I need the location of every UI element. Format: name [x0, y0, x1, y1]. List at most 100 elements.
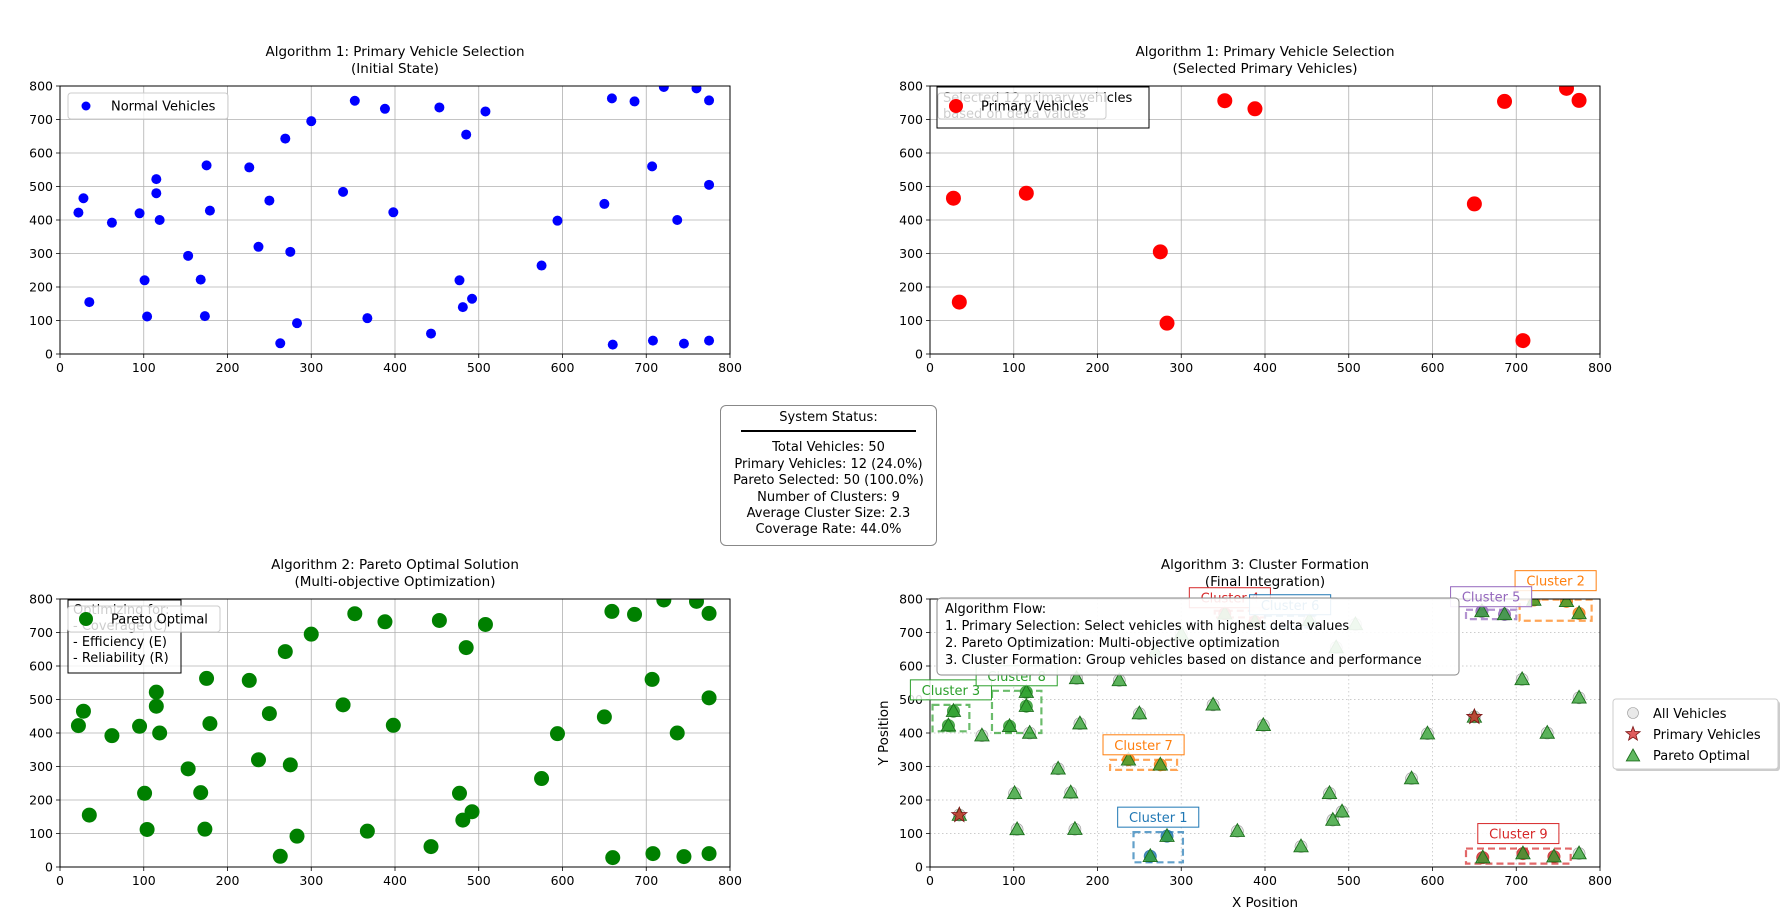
panel3-chart: Algorithm 2: Pareto Optimal Solution(Mul… — [29, 557, 742, 888]
x-tick-label: 200 — [216, 873, 240, 888]
y-axis-label: Y Position — [876, 700, 892, 766]
data-point — [275, 338, 286, 349]
data-point — [1255, 716, 1272, 731]
data-point — [606, 93, 617, 104]
data-point — [1217, 93, 1233, 109]
data-point — [1571, 845, 1587, 860]
data-point — [1050, 760, 1067, 775]
data-point — [658, 86, 669, 93]
data-point — [1321, 784, 1338, 799]
data-point — [183, 250, 194, 261]
data-point — [282, 757, 298, 773]
data-point — [241, 672, 257, 688]
legend-label: All Vehicles — [1653, 707, 1727, 722]
data-point — [1474, 849, 1491, 864]
data-point — [1142, 847, 1159, 862]
data-point — [1018, 697, 1035, 712]
y-tick-label: 700 — [899, 625, 923, 640]
data-point — [151, 174, 162, 185]
data-point — [678, 338, 689, 349]
data-point — [458, 640, 474, 656]
data-point — [1152, 756, 1169, 771]
data-point — [549, 726, 565, 742]
plot-area — [73, 86, 715, 350]
x-tick-label: 200 — [1086, 873, 1110, 888]
data-point — [1515, 845, 1531, 860]
data-point — [1546, 848, 1562, 863]
x-axis-label: X Position — [1232, 895, 1298, 911]
data-point — [75, 703, 91, 719]
data-point — [701, 605, 717, 621]
x-tick-label: 100 — [1002, 873, 1026, 888]
legend-marker — [949, 99, 963, 113]
cluster-label: Cluster 5 — [1462, 591, 1521, 606]
data-point — [377, 614, 393, 630]
data-point — [306, 116, 317, 127]
legend-label: Pareto Optimal — [1653, 749, 1750, 764]
chart-title: Algorithm 2: Pareto Optimal Solution — [271, 557, 519, 573]
y-tick-label: 400 — [899, 213, 923, 228]
data-point — [426, 328, 437, 339]
y-tick-label: 500 — [29, 692, 53, 707]
data-point — [701, 846, 717, 862]
panel2-chart: Algorithm 1: Primary Vehicle Selection(S… — [899, 44, 1612, 375]
data-point — [604, 603, 620, 619]
y-tick-label: 100 — [29, 313, 53, 328]
y-tick-label: 300 — [29, 246, 53, 261]
data-point — [701, 690, 717, 706]
x-tick-label: 800 — [1588, 873, 1612, 888]
data-point — [689, 599, 704, 609]
panel1-chart: Algorithm 1: Primary Vehicle Selection(I… — [29, 44, 742, 375]
y-tick-label: 300 — [899, 759, 923, 774]
data-point — [477, 616, 493, 632]
x-tick-label: 100 — [132, 873, 156, 888]
data-point — [945, 190, 961, 206]
data-point — [534, 771, 550, 787]
data-point — [951, 294, 967, 310]
data-point — [139, 275, 150, 286]
y-tick-label: 600 — [899, 659, 923, 674]
data-point — [1334, 803, 1350, 818]
x-tick-label: 300 — [299, 873, 323, 888]
data-point — [669, 725, 685, 741]
data-point — [272, 848, 288, 864]
data-point — [152, 725, 168, 741]
x-tick-label: 0 — [926, 873, 934, 888]
cluster-box — [1518, 599, 1593, 622]
x-tick-label: 400 — [1253, 873, 1277, 888]
chart-title: (Selected Primary Vehicles) — [1172, 61, 1357, 77]
y-tick-label: 0 — [915, 860, 923, 875]
annotation-text: Algorithm Flow: — [945, 602, 1046, 617]
data-point — [388, 207, 399, 218]
x-tick-label: 700 — [634, 873, 658, 888]
data-point — [596, 709, 612, 725]
y-tick-label: 300 — [899, 246, 923, 261]
data-point — [261, 706, 277, 722]
data-point — [347, 606, 363, 622]
cluster-box — [1464, 608, 1518, 621]
data-point — [605, 850, 621, 866]
chart-title: Algorithm 3: Cluster Formation — [1161, 557, 1369, 573]
x-tick-label: 600 — [1421, 873, 1445, 888]
data-point — [385, 717, 401, 733]
y-tick-label: 100 — [29, 826, 53, 841]
data-point — [1072, 715, 1088, 730]
data-point — [1131, 705, 1148, 720]
status-line-clusters: Number of Clusters: 9 — [757, 489, 900, 505]
y-tick-label: 600 — [29, 146, 53, 161]
plot-area — [70, 599, 717, 866]
y-tick-label: 200 — [899, 280, 923, 295]
plot-area — [945, 86, 1587, 349]
y-tick-label: 700 — [29, 112, 53, 127]
data-point — [1419, 725, 1436, 740]
y-tick-label: 200 — [29, 793, 53, 808]
data-point — [70, 718, 86, 734]
data-point — [645, 846, 661, 862]
data-point — [704, 335, 715, 346]
data-point — [148, 684, 164, 700]
data-point — [193, 785, 209, 801]
x-tick-label: 200 — [216, 360, 240, 375]
data-point — [289, 828, 305, 844]
chart-title: (Final Integration) — [1205, 574, 1325, 590]
